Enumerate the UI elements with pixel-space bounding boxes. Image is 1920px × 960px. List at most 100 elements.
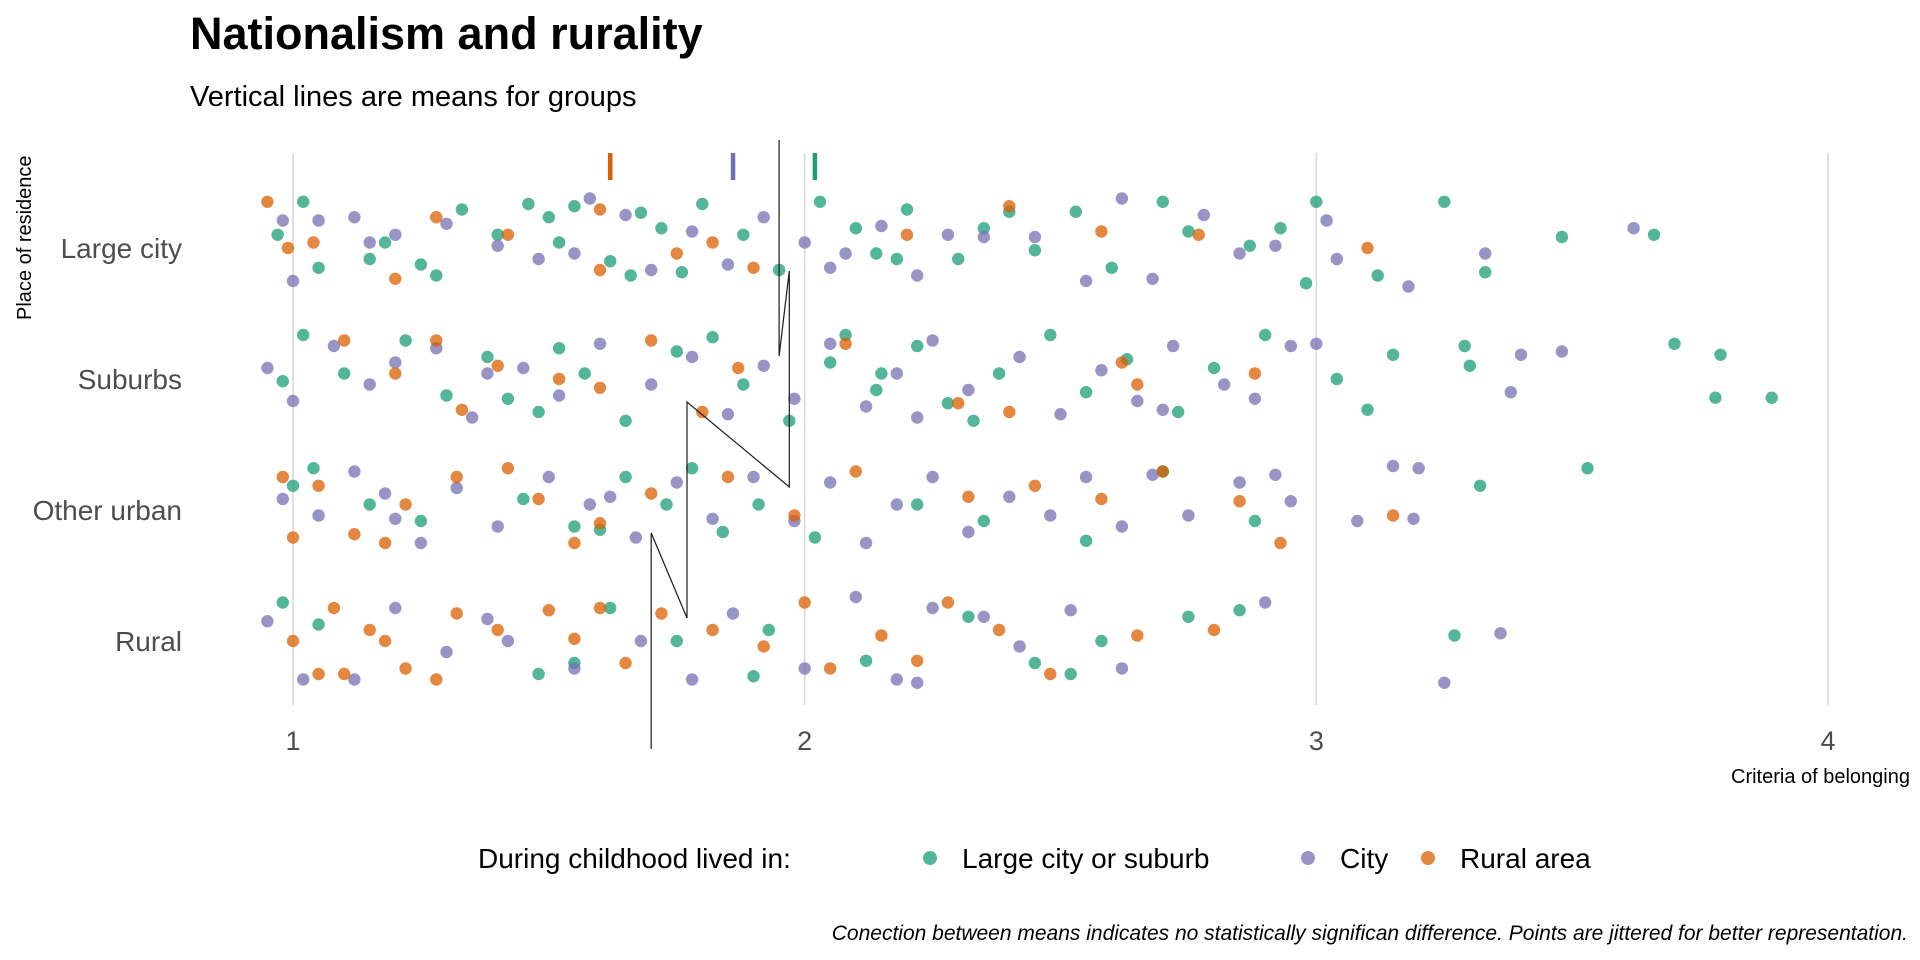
point-city-11 [685, 225, 699, 238]
point-city-45 [645, 378, 658, 391]
point-city-39 [389, 356, 402, 369]
point-city-51 [859, 400, 873, 413]
point-city-56 [1054, 408, 1067, 421]
point-city-42 [517, 361, 530, 375]
point-city-46 [685, 350, 699, 364]
point-large-city-or-suburb-43 [297, 328, 310, 342]
grid-lines [292, 153, 1829, 705]
data-points [261, 192, 1778, 689]
point-rural-area-60 [491, 623, 504, 637]
point-large-city-or-suburb-27 [1182, 225, 1195, 238]
point-city-99 [1412, 462, 1425, 475]
point-large-city-or-suburb-113 [1182, 610, 1195, 623]
point-city-13 [757, 211, 770, 224]
point-large-city-or-suburb-100 [363, 252, 376, 266]
point-rural-area-52 [1274, 536, 1287, 550]
legend-swatch-city [1301, 851, 1315, 865]
point-rural-area-64 [655, 607, 668, 620]
point-city-32 [363, 236, 376, 249]
point-rural-area-33 [312, 479, 325, 492]
point-rural-area-43 [1028, 479, 1042, 492]
point-large-city-or-suburb-26 [1156, 195, 1170, 208]
point-city-61 [1284, 339, 1298, 353]
point-rural-area-67 [798, 596, 811, 609]
point-city-34 [824, 261, 837, 274]
x-tick-3: 3 [1309, 726, 1324, 756]
point-city-1 [312, 214, 325, 227]
point-city-108 [440, 645, 453, 659]
point-rural-area-47 [1386, 509, 1400, 522]
point-large-city-or-suburb-108 [859, 654, 873, 667]
point-rural-area-63 [619, 656, 632, 670]
point-rural-area-70 [941, 596, 955, 609]
point-city-41 [465, 411, 479, 424]
point-city-29 [1479, 247, 1492, 260]
point-city-105 [297, 673, 310, 686]
point-large-city-or-suburb-48 [532, 405, 545, 419]
point-rural-area-3 [389, 272, 402, 285]
point-city-19 [977, 230, 990, 244]
point-city-33 [568, 247, 581, 260]
point-rural-area-44 [1095, 492, 1108, 506]
point-large-city-or-suburb-5 [455, 203, 469, 216]
point-city-67 [911, 411, 924, 424]
point-rural-area-20 [593, 381, 607, 394]
point-large-city-or-suburb-39 [542, 211, 555, 224]
point-city-117 [926, 601, 939, 615]
point-city-91 [1079, 470, 1093, 484]
point-city-58 [1131, 394, 1144, 408]
point-city-116 [890, 673, 903, 686]
point-large-city-or-suburb-61 [992, 367, 1006, 380]
point-rural-area-75 [338, 667, 351, 681]
point-city-87 [926, 470, 939, 484]
point-large-city-or-suburb-31 [1310, 195, 1323, 208]
point-city-79 [629, 531, 642, 544]
point-city-0 [276, 214, 289, 227]
point-large-city-or-suburb-114 [1233, 604, 1246, 617]
point-rural-area-2 [307, 236, 320, 249]
point-city-59 [1166, 339, 1180, 353]
point-rural-area-13 [1361, 241, 1374, 255]
mean-markers [607, 140, 818, 749]
point-city-81 [706, 512, 719, 525]
point-large-city-or-suburb-69 [1361, 403, 1374, 416]
point-rural-area-69 [875, 629, 888, 642]
point-rural-area-10 [1003, 200, 1016, 213]
point-city-2 [348, 211, 361, 224]
point-rural-area-23 [732, 361, 745, 375]
point-city-22 [1115, 192, 1129, 205]
point-city-78 [583, 498, 596, 511]
point-large-city-or-suburb-14 [696, 197, 709, 211]
point-city-68 [481, 367, 494, 380]
point-rural-area-25 [952, 397, 965, 410]
point-rural-area-6 [593, 263, 607, 277]
point-city-93 [1146, 468, 1159, 481]
point-large-city-or-suburb-67 [1259, 328, 1272, 342]
point-large-city-or-suburb-34 [1479, 266, 1492, 279]
point-rural-area-46 [1233, 495, 1246, 508]
point-city-37 [327, 339, 341, 353]
point-city-70 [276, 492, 289, 506]
point-city-64 [1555, 345, 1569, 358]
y-tick-large-city: Large city [61, 233, 182, 264]
point-rural-area-73 [1131, 629, 1144, 642]
point-city-94 [1233, 476, 1246, 489]
point-city-10 [645, 263, 658, 277]
legend-swatch-large-city-or-suburb [923, 851, 937, 865]
point-rural-area-34 [348, 528, 361, 541]
point-city-124 [1494, 627, 1507, 640]
point-large-city-or-suburb-63 [1079, 386, 1093, 399]
point-large-city-or-suburb-86 [619, 470, 632, 484]
point-large-city-or-suburb-80 [286, 479, 300, 492]
point-rural-area-7 [670, 247, 683, 260]
point-city-122 [1259, 596, 1272, 609]
point-large-city-or-suburb-102 [312, 618, 325, 631]
point-large-city-or-suburb-38 [430, 269, 443, 282]
point-large-city-or-suburb-3 [378, 236, 392, 249]
point-large-city-or-suburb-4 [414, 258, 428, 271]
point-city-4 [389, 228, 402, 241]
point-city-50 [824, 337, 837, 350]
point-large-city-or-suburb-1 [271, 228, 284, 241]
point-city-103 [604, 490, 617, 503]
